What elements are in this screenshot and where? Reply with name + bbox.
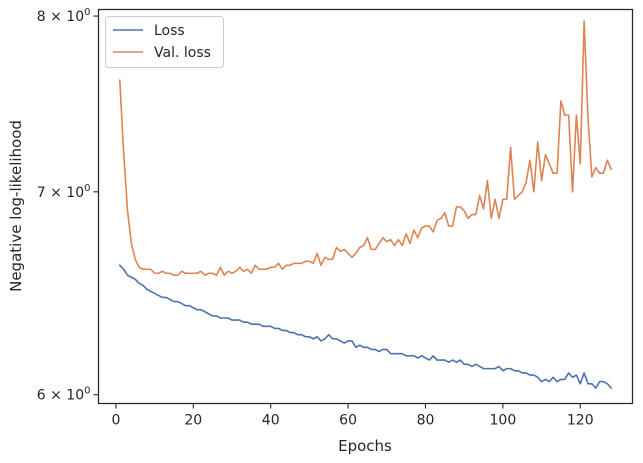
- x-tick-label: 20: [184, 413, 202, 429]
- y-tick-label: 7 × 100: [37, 183, 91, 201]
- x-axis-ticks: 0 20 40 60 80 100 120: [111, 403, 594, 429]
- legend: Loss Val. loss: [105, 16, 224, 68]
- y-tick-label: 8 × 100: [37, 7, 91, 25]
- x-tick-label: 40: [262, 413, 280, 429]
- y-axis-label: Negative log-likelihood: [7, 120, 25, 292]
- plot-frame: [97, 8, 634, 405]
- series-line-loss: [118, 264, 613, 389]
- x-axis-label: Epochs: [338, 437, 392, 455]
- series-line-val-loss: [118, 20, 613, 277]
- x-tick-label: 60: [339, 413, 357, 429]
- x-tick-label: 80: [417, 413, 435, 429]
- x-tick-label: 100: [490, 413, 517, 429]
- y-tick-label: 6 × 100: [37, 386, 91, 404]
- plot-area: [118, 20, 613, 389]
- x-tick-label: 0: [111, 413, 120, 429]
- legend-label-val-loss: Val. loss: [154, 45, 211, 61]
- y-axis-ticks: 6 × 100 7 × 100 8 × 100: [37, 7, 99, 404]
- x-tick-label: 120: [567, 413, 594, 429]
- legend-label-loss: Loss: [154, 23, 185, 39]
